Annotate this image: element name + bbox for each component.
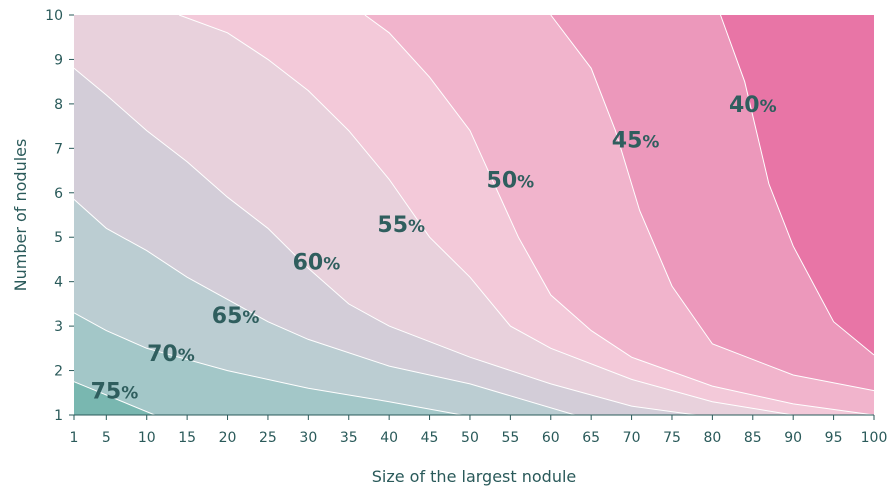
x-tick-label: 75	[663, 430, 681, 446]
contour-line	[178, 14, 794, 416]
contour-label: 50%	[487, 168, 535, 193]
x-tick-label: 65	[582, 430, 600, 446]
y-tick-label: 5	[54, 230, 63, 246]
contour-lines	[73, 14, 875, 416]
contour-label: 40%	[729, 93, 777, 118]
x-tick-label: 50	[461, 430, 479, 446]
x-tick-label: 35	[340, 430, 358, 446]
x-tick-label: 45	[421, 430, 439, 446]
contour-line	[364, 14, 875, 416]
contour-label: 45%	[612, 128, 660, 153]
y-axis-title: Number of nodules	[11, 139, 30, 292]
x-tick-label: 100	[861, 430, 888, 446]
y-tick-label: 8	[54, 97, 63, 113]
x-tick-label: 60	[542, 430, 560, 446]
band-region	[74, 312, 462, 415]
x-tick-label: 95	[825, 430, 843, 446]
x-tick-label: 85	[744, 430, 762, 446]
contour-bands	[74, 15, 874, 416]
x-tick-label: 55	[501, 430, 519, 446]
x-tick-label: 15	[178, 430, 196, 446]
contour-labels: 75% 70% 65% 60% 55% 50% 45% 40%	[91, 93, 777, 405]
y-tick-label: 9	[54, 52, 63, 68]
band-region	[74, 199, 575, 415]
contour-line	[720, 14, 875, 356]
x-tick-label: 40	[380, 430, 398, 446]
x-axis-title: Size of the largest nodule	[372, 467, 577, 486]
x-tick-label: 25	[259, 430, 277, 446]
contour-label: 60%	[293, 251, 341, 276]
x-tick-label: 20	[219, 430, 237, 446]
contour-line	[73, 199, 576, 416]
y-tick-label: 10	[45, 8, 63, 24]
y-tick-label: 2	[54, 364, 63, 380]
contour-label: 75%	[91, 380, 139, 405]
contour-line	[73, 67, 697, 416]
contour-label: 70%	[147, 342, 195, 367]
contour-line	[550, 14, 875, 392]
contour-label: 55%	[377, 213, 425, 238]
x-tick-label: 5	[102, 430, 111, 446]
x-tick-label: 90	[784, 430, 802, 446]
contour-line	[73, 381, 155, 416]
contour-line	[73, 312, 462, 416]
y-tick-label: 7	[54, 141, 63, 157]
x-tick-label: 1	[70, 430, 79, 446]
contour-label: 65%	[212, 304, 260, 329]
y-tick-label: 6	[54, 186, 63, 202]
y-tick-label: 3	[54, 319, 63, 335]
x-tick-label: 10	[138, 430, 156, 446]
y-tick-label: 4	[54, 275, 63, 291]
x-tick-label: 30	[299, 430, 317, 446]
x-tick-label: 80	[703, 430, 721, 446]
x-tick-labels: 1 5 10 15 20 25 30 35 40 45 50 55 60 65 70 75 80 85 90 95 10…	[70, 415, 888, 446]
y-tick-label: 1	[54, 408, 63, 424]
y-tick-labels: 1 2 3 4 5 6 7 8 9 10	[45, 8, 74, 424]
x-tick-label: 70	[623, 430, 641, 446]
